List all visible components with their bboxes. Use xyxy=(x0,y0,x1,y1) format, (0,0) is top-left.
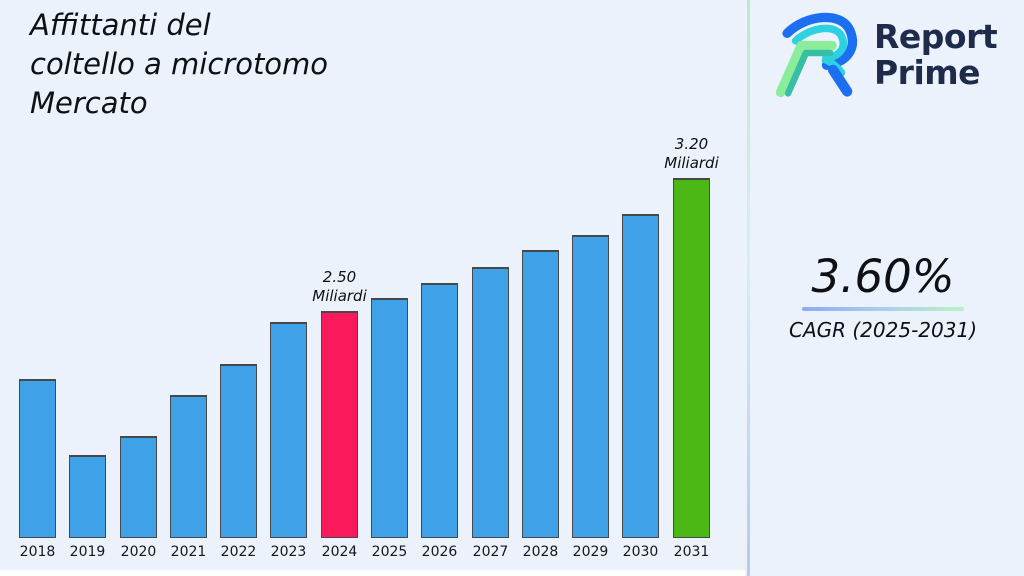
bar-2028 xyxy=(522,250,559,538)
x-axis-label-2019: 2019 xyxy=(69,544,106,560)
chart-title: Affittanti del coltello a microtomo Merc… xyxy=(30,8,329,120)
x-axis-label-2024: 2024 xyxy=(321,544,358,560)
report-prime-logo-icon xyxy=(775,12,858,98)
logo-word-prime: Prime xyxy=(874,53,981,92)
report-prime-logo: Report Prime xyxy=(768,8,998,98)
report-prime-wordmark: Report Prime xyxy=(874,17,998,92)
x-axis-label-2018: 2018 xyxy=(19,544,56,560)
x-axis-label-2022: 2022 xyxy=(220,544,257,560)
bar-2030 xyxy=(622,214,659,538)
bar-2026 xyxy=(421,283,458,538)
x-axis-label-2020: 2020 xyxy=(120,544,157,560)
bar-2020 xyxy=(120,436,157,538)
x-axis-label-2026: 2026 xyxy=(421,544,458,560)
x-axis-label-2025: 2025 xyxy=(371,544,408,560)
section-divider xyxy=(747,0,750,576)
x-axis-label-2030: 2030 xyxy=(622,544,659,560)
x-axis-label-2027: 2027 xyxy=(472,544,509,560)
x-axis-label-2021: 2021 xyxy=(170,544,207,560)
cagr-value: 3.60% xyxy=(811,250,955,303)
bar-2024 xyxy=(321,311,358,538)
bar-2025 xyxy=(371,298,408,538)
bar-2031 xyxy=(673,178,710,538)
x-axis-label-2029: 2029 xyxy=(572,544,609,560)
x-axis-label-2031: 2031 xyxy=(673,544,710,560)
bar-2022 xyxy=(220,364,257,538)
chart-bottom-margin xyxy=(0,570,745,576)
bar-2029 xyxy=(572,235,609,538)
value-label-2024: 2.50 Miliardi xyxy=(312,268,367,305)
bar-chart: 2018 2019 2020 2021 2022 2023 2024 2.50 Miliard… xyxy=(19,135,719,560)
cagr-label: CAGR (2025-2031) xyxy=(788,318,978,342)
bar-2023 xyxy=(270,322,307,538)
bar-2027 xyxy=(472,267,509,538)
bar-2019 xyxy=(69,455,106,538)
value-label-2031: 3.20 Miliardi xyxy=(664,135,719,172)
cagr-block: 3.60% CAGR (2025-2031) xyxy=(783,250,983,343)
bar-2018 xyxy=(19,379,56,538)
logo-word-report: Report xyxy=(874,17,998,56)
x-axis-label-2028: 2028 xyxy=(522,544,559,560)
x-axis-label-2023: 2023 xyxy=(270,544,307,560)
cagr-underline xyxy=(802,307,964,311)
bar-2021 xyxy=(170,395,207,538)
